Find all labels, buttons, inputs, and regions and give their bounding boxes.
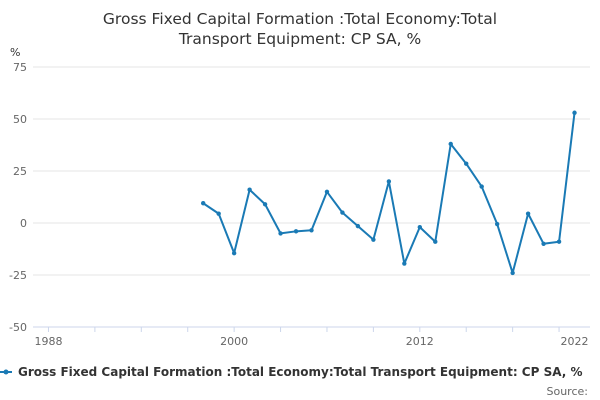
data-point <box>309 228 314 233</box>
data-point <box>494 221 500 227</box>
data-point <box>433 239 438 244</box>
series-layer <box>200 110 577 276</box>
legend[interactable]: Gross Fixed Capital Formation :Total Eco… <box>0 365 583 379</box>
data-point <box>448 141 453 147</box>
y-axis-ticks: 75 50 25 0 -25 -50 <box>9 61 27 334</box>
x-tick-label: 2022 <box>561 335 589 348</box>
data-point <box>340 210 345 215</box>
legend-label: Gross Fixed Capital Formation :Total Eco… <box>18 365 583 379</box>
x-tick-label: 1988 <box>34 335 62 348</box>
data-point <box>293 229 299 234</box>
y-tick-label: -50 <box>9 321 27 334</box>
data-point <box>278 231 283 236</box>
data-point <box>541 241 546 246</box>
x-tick-label: 2012 <box>406 335 434 348</box>
y-tick-label: 75 <box>13 61 27 74</box>
data-point <box>464 161 469 166</box>
data-point <box>386 179 392 184</box>
data-point <box>200 201 206 206</box>
data-point <box>371 237 376 242</box>
data-point <box>572 110 577 115</box>
series-line <box>202 112 576 274</box>
data-point <box>355 223 361 229</box>
data-point <box>231 250 237 256</box>
x-axis: 1988 2000 2012 2022 <box>33 326 590 348</box>
x-tick-label: 2000 <box>220 335 248 348</box>
y-tick-label: 50 <box>13 113 27 126</box>
y-tick-label: 0 <box>20 217 27 230</box>
y-axis-unit-label: % <box>10 46 20 59</box>
chart-title-line-2: Transport Equipment: CP SA, % <box>178 30 421 48</box>
source-credit: Source: <box>547 385 589 398</box>
data-point <box>525 211 531 216</box>
data-point <box>247 187 252 192</box>
data-point <box>479 184 484 189</box>
grid <box>33 66 590 328</box>
chart-title-line-1: Gross Fixed Capital Formation :Total Eco… <box>103 10 497 28</box>
y-tick-label: -25 <box>9 269 27 282</box>
data-point <box>402 261 407 266</box>
data-point <box>556 239 562 244</box>
y-tick-label: 25 <box>13 165 27 178</box>
data-point <box>324 189 330 194</box>
data-point <box>417 224 423 230</box>
legend-point-marker <box>3 369 9 375</box>
data-point <box>216 211 221 216</box>
data-point <box>262 202 268 207</box>
data-point <box>510 270 515 276</box>
